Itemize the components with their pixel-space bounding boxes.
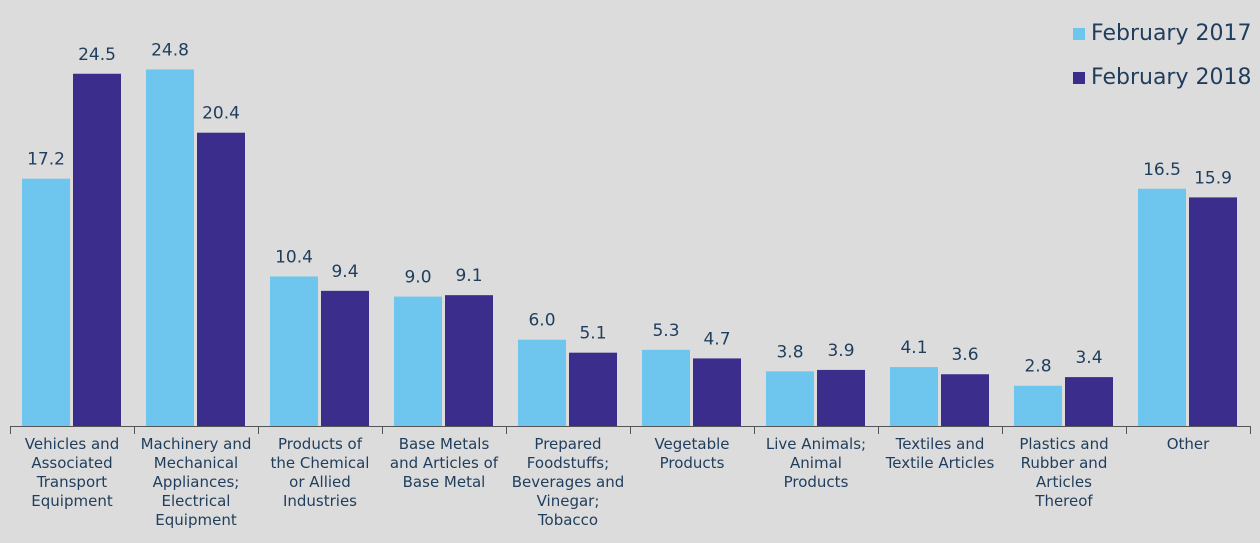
x-tick-label-line: Products [784,473,849,491]
legend-label: February 2017 [1091,21,1251,46]
x-tick-label-line: Vegetable [654,435,729,453]
bar-feb-2018-2 [321,290,369,426]
bar-feb-2017-2 [270,276,318,426]
x-tick-label-line: Appliances; [153,473,240,491]
x-tick-label-line: Plastics and [1019,435,1108,453]
bar-feb-2018-1 [197,132,245,426]
data-label: 6.0 [528,311,555,331]
x-tick-label: Other [1167,435,1210,453]
data-label: 2.8 [1024,357,1051,377]
bar-feb-2017-5 [642,349,690,426]
bar-feb-2017-8 [1014,385,1062,426]
x-tick-label: Vehicles and Associated Transport Equipment [25,435,119,510]
x-tick-label-line: Machinery and [141,435,252,453]
data-label: 10.4 [275,247,313,267]
bar-feb-2017-9 [1138,188,1186,426]
x-tick-label-line: Other [1167,435,1210,453]
x-tick-label-line: Articles [1036,473,1092,491]
x-tick-label-line: and Articles of [390,454,499,472]
x-tick-label-line: Equipment [31,492,113,510]
x-tick-label: Vegetable Products [654,435,729,472]
data-label: 24.8 [151,40,189,60]
data-label: 3.9 [827,341,854,361]
data-label: 5.1 [579,324,606,344]
bar-feb-2017-6 [766,371,814,426]
value-labels-layer: 17.2 24.8 10.4 9.0 6.0 5.3 3.8 4.1 2.8 16.5 24.5 20… [27,40,1232,376]
x-tick-label-line: Beverages and [512,473,625,491]
x-tick-label-line: Foodstuffs; [527,454,609,472]
x-tick-label-line: Textiles and [895,435,985,453]
data-label: 16.5 [1143,160,1181,180]
data-label: 3.4 [1075,348,1102,368]
x-tick-label-line: Vinegar; [537,492,600,510]
x-tick-label: Textiles and Textile Articles [885,435,995,472]
x-tick-label-line: Equipment [155,511,237,529]
legend-swatch [1073,72,1085,84]
data-label: 3.8 [776,342,803,362]
x-tick-label-line: Animal [790,454,842,472]
legend-swatch [1073,28,1085,40]
data-label: 17.2 [27,150,65,170]
bar-feb-2018-4 [569,352,617,426]
bar-feb-2017-1 [146,69,194,426]
data-label: 3.6 [951,345,978,365]
x-tick-label: Products of the Chemical or Allied Industri… [271,435,370,510]
x-tick-label-line: Vehicles and [25,435,119,453]
x-tick-label-line: Live Animals; [766,435,866,453]
x-tick-label-line: Electrical [162,492,231,510]
bars-layer [22,69,1237,427]
x-tick-label-line: Thereof [1034,492,1093,510]
x-tick-label-line: Mechanical [154,454,238,472]
bar-feb-2018-8 [1065,377,1113,426]
data-label: 15.9 [1194,168,1232,188]
x-tick-label-line: Associated [31,454,112,472]
x-tick-label: Prepared Foodstuffs; Beverages and Vinegar;… [512,435,625,529]
data-label: 4.1 [900,338,927,358]
data-label: 9.0 [404,268,431,288]
x-tick-label: Base Metals and Articles of Base Metal [390,435,499,491]
bar-feb-2017-0 [22,178,70,426]
data-label: 20.4 [202,104,240,124]
x-tick-label-line: Industries [283,492,357,510]
bar-feb-2017-7 [890,367,938,426]
x-tick-label: Plastics and Rubber and Articles Thereof [1019,435,1108,510]
bar-feb-2018-6 [817,369,865,426]
x-tick-label-line: Prepared [534,435,601,453]
data-label: 9.1 [455,266,482,286]
bar-feb-2018-5 [693,358,741,426]
x-tick-label-line: the Chemical [271,454,370,472]
legend: February 2017 February 2018 [1073,21,1251,90]
x-tick-label: Machinery and Mechanical Appliances; Electr… [141,435,252,529]
legend-label: February 2018 [1091,65,1251,90]
x-tick-label-line: Base Metal [403,473,486,491]
x-tick-label-line: Transport [36,473,108,491]
data-label: 24.5 [78,45,116,65]
x-tick-label-line: Rubber and [1021,454,1108,472]
x-axis [10,426,1251,434]
category-labels-layer: Vehicles and Associated Transport Equipment… [25,435,1210,529]
bar-feb-2017-3 [394,296,442,426]
bar-feb-2018-0 [73,73,121,427]
x-tick-label-line: Products [660,454,725,472]
data-label: 5.3 [652,321,679,341]
x-tick-label: Live Animals; Animal Products [766,435,866,491]
x-tick-label-line: Products of [278,435,363,453]
data-label: 4.7 [703,329,730,349]
bar-feb-2018-7 [941,374,989,426]
x-tick-label-line: Tobacco [537,511,598,529]
bar-feb-2018-9 [1189,197,1237,426]
x-tick-label-line: or Allied [289,473,351,491]
x-tick-label-line: Textile Articles [885,454,995,472]
data-label: 9.4 [331,262,358,282]
bar-feb-2018-3 [445,295,493,426]
x-tick-label-line: Base Metals [399,435,490,453]
bar-feb-2017-4 [518,339,566,426]
